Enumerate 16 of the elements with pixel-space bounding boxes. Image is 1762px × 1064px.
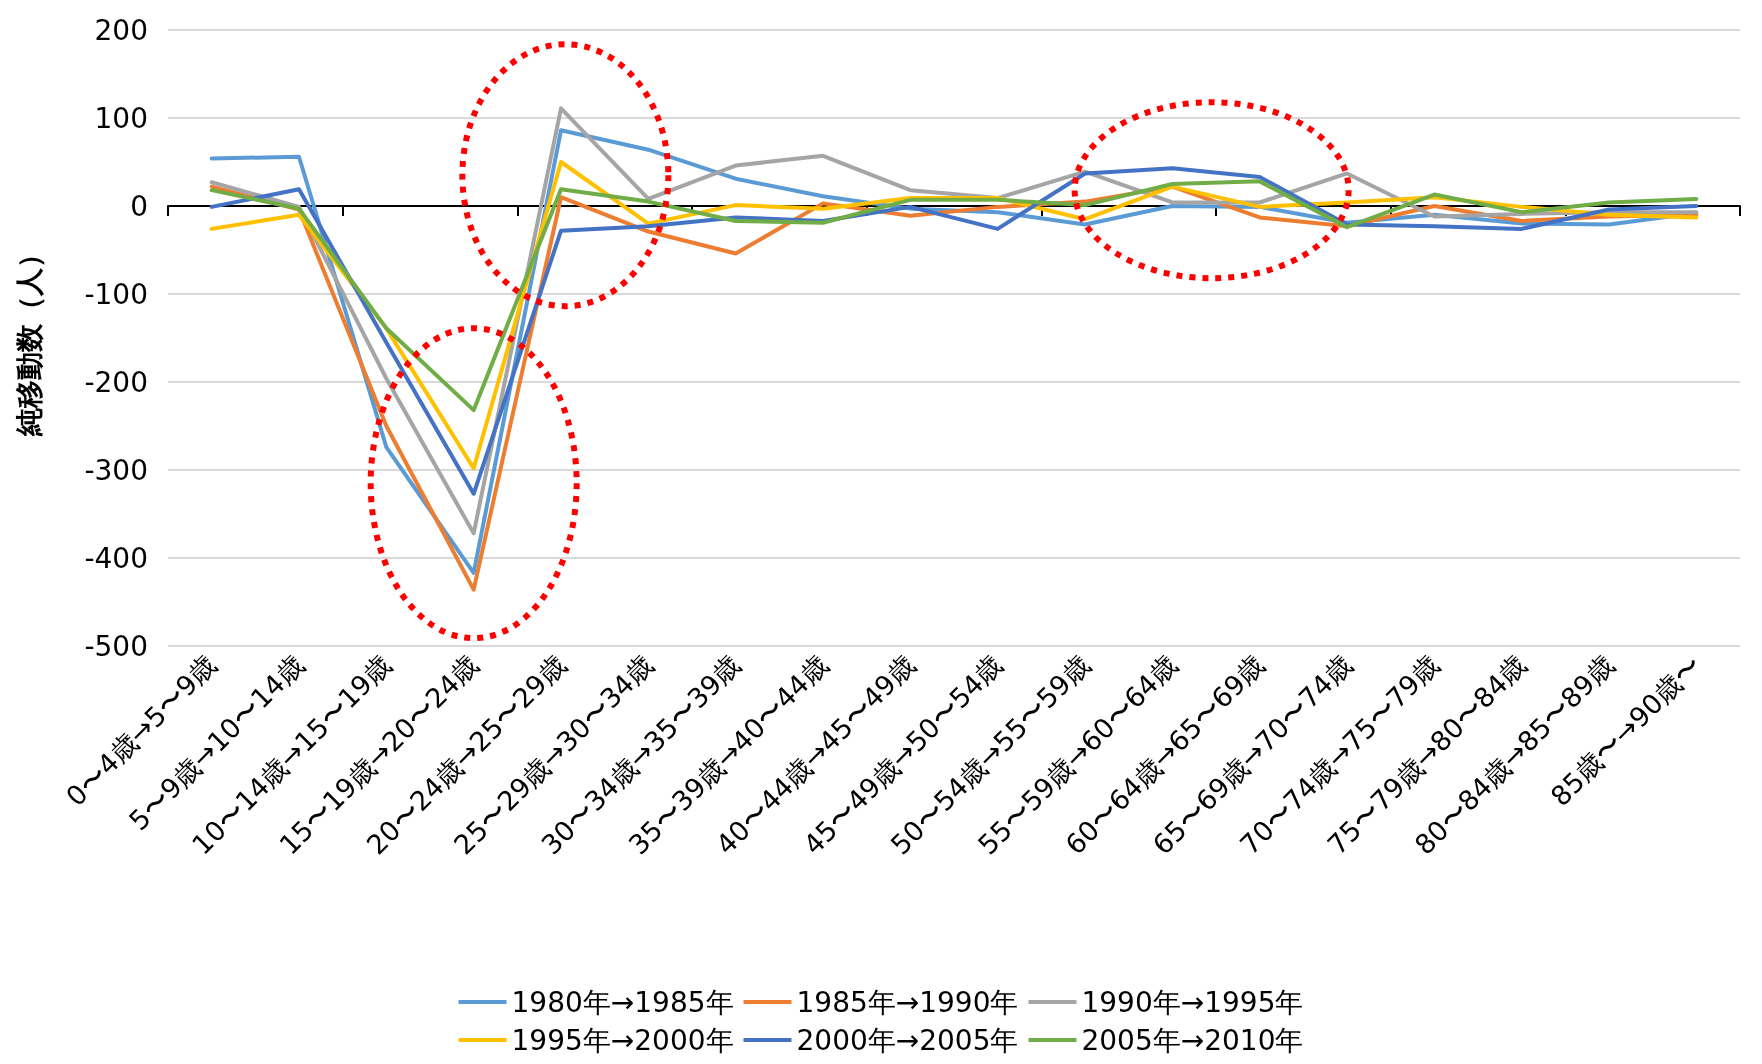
legend-label: 1990年→1995年 — [1081, 985, 1304, 1019]
y-tick-label: -300 — [84, 453, 148, 487]
legend-label: 1980年→1985年 — [511, 985, 734, 1019]
y-tick-label: 0 — [130, 189, 148, 223]
y-axis-title: 純移動数（人） — [12, 240, 46, 437]
y-tick-label: 100 — [94, 101, 148, 135]
y-tick-label: -500 — [84, 629, 148, 663]
y-tick-label: -100 — [84, 277, 148, 311]
legend-label: 1995年→2000年 — [511, 1023, 734, 1057]
y-tick-label: -400 — [84, 541, 148, 575]
y-tick-label: 200 — [94, 13, 148, 47]
line-series — [209, 179, 1699, 413]
y-tick-label: -200 — [84, 365, 148, 399]
legend-label: 1985年→1990年 — [796, 985, 1019, 1019]
legend-label: 2005年→2010年 — [1081, 1023, 1304, 1057]
legend-label: 2000年→2005年 — [796, 1023, 1019, 1057]
